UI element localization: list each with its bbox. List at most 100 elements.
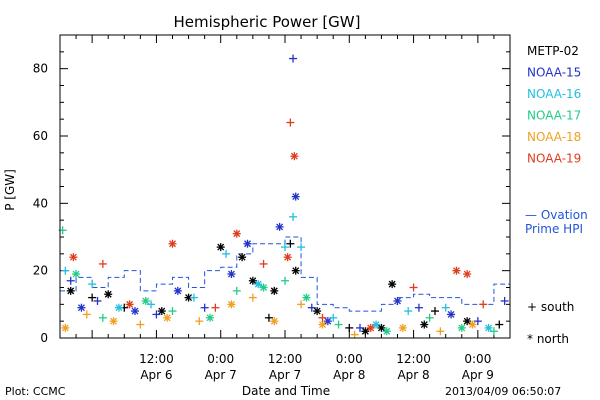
south-point-noaa-17 <box>98 313 107 322</box>
south-point-noaa-18 <box>436 327 445 336</box>
south-point-noaa-17 <box>281 276 289 285</box>
south-point-noaa-18 <box>297 300 306 309</box>
north-point-noaa-15 <box>393 296 402 305</box>
symbol-key-south: + south <box>527 300 574 314</box>
x-tick-date: Apr 7 <box>205 368 237 382</box>
ovation-label-line2: Prime HPI <box>525 222 583 236</box>
y-tick-label: 80 <box>33 62 48 76</box>
x-tick-label: 0:00 <box>336 352 363 366</box>
north-point-metp-02 <box>313 307 322 316</box>
north-point-metp-02 <box>66 286 75 295</box>
x-tick-label: 12:00 <box>396 352 431 366</box>
south-point-metp-02 <box>88 293 97 302</box>
x-tick-label: 12:00 <box>139 352 174 366</box>
south-point-noaa-18 <box>136 320 145 329</box>
legend: METP-02 NOAA-15 NOAA-16 NOAA-17 NOAA-18 NOAA-… <box>527 44 581 166</box>
south-point-noaa-19 <box>98 259 107 268</box>
north-point-noaa-19 <box>125 300 134 309</box>
north-point-noaa-15 <box>243 239 252 248</box>
north-point-metp-02 <box>248 276 257 285</box>
south-point-metp-02 <box>286 239 295 248</box>
north-point-noaa-17 <box>302 293 311 302</box>
south-point-metp-02 <box>345 323 354 332</box>
legend-item: NOAA-17 <box>527 109 581 123</box>
legend-item: NOAA-16 <box>527 87 581 101</box>
plot-timestamp: 2013/04/09 06:50:07 <box>445 385 561 398</box>
x-tick-date: Apr 8 <box>397 368 429 382</box>
south-point-noaa-19 <box>479 300 488 309</box>
south-point-noaa-18 <box>82 310 91 319</box>
north-point-noaa-16 <box>114 303 123 312</box>
south-point-noaa-19 <box>211 303 220 312</box>
north-point-noaa-19 <box>290 152 299 161</box>
north-point-noaa-15 <box>447 310 456 319</box>
south-point-noaa-15 <box>93 296 102 305</box>
south-point-noaa-17 <box>334 320 343 329</box>
y-tick-label: 60 <box>33 129 48 143</box>
legend-item: METP-02 <box>527 44 579 58</box>
south-point-noaa-15 <box>414 303 423 312</box>
south-point-noaa-15 <box>200 303 209 312</box>
south-point-noaa-15 <box>473 317 482 326</box>
north-point-noaa-15 <box>275 222 284 231</box>
plot-credit: Plot: CCMC <box>5 385 66 398</box>
ovation-label-line1: — Ovation <box>525 208 588 222</box>
south-point-noaa-19 <box>409 283 418 292</box>
north-point-metp-02 <box>270 286 279 295</box>
south-point-noaa-16 <box>61 266 70 275</box>
north-point-noaa-19 <box>232 229 241 238</box>
north-point-noaa-16 <box>484 323 493 332</box>
south-point-noaa-18 <box>350 330 359 339</box>
north-point-noaa-16 <box>372 320 381 329</box>
x-tick-label: 12:00 <box>268 352 303 366</box>
north-point-noaa-18 <box>61 323 70 332</box>
north-point-metp-02 <box>216 243 225 252</box>
south-point-noaa-17 <box>168 307 177 316</box>
north-point-noaa-18 <box>227 300 236 309</box>
south-point-noaa-15 <box>152 310 161 319</box>
legend-item: NOAA-18 <box>527 130 581 144</box>
x-tick-date: Apr 7 <box>269 368 301 382</box>
legend-item: NOAA-15 <box>527 66 581 80</box>
south-point-noaa-17 <box>232 286 241 295</box>
south-point-noaa-16 <box>441 303 450 312</box>
south-point-noaa-16 <box>189 293 198 302</box>
north-point-noaa-18 <box>270 317 279 326</box>
south-point-metp-02 <box>264 313 273 322</box>
x-tick-date: Apr 9 <box>462 368 494 382</box>
north-point-noaa-17 <box>72 270 81 279</box>
north-point-noaa-17 <box>382 327 391 336</box>
north-point-noaa-19 <box>452 266 461 275</box>
data-points <box>58 54 509 339</box>
south-point-noaa-18 <box>248 293 257 302</box>
north-point-metp-02 <box>361 327 370 336</box>
north-point-noaa-15 <box>131 307 139 316</box>
north-point-noaa-19 <box>283 253 292 262</box>
north-point-noaa-19 <box>463 270 472 279</box>
north-point-noaa-19 <box>168 239 177 248</box>
south-point-noaa-19 <box>318 313 327 322</box>
north-point-noaa-17 <box>457 323 466 332</box>
north-point-noaa-17 <box>141 296 150 305</box>
y-axis-label: P [GW] <box>3 169 17 211</box>
y-tick-label: 40 <box>33 196 48 210</box>
x-tick-label: 0:00 <box>207 352 234 366</box>
symbol-key-north: * north <box>527 332 569 346</box>
north-point-metp-02 <box>463 317 472 326</box>
y-tick-label: 20 <box>33 264 48 278</box>
north-point-noaa-18 <box>163 313 172 322</box>
south-point-metp-02 <box>431 307 439 316</box>
x-tick-date: Apr 6 <box>140 368 172 382</box>
north-point-noaa-18 <box>109 317 118 326</box>
x-tick-label: 0:00 <box>464 352 491 366</box>
north-point-noaa-15 <box>323 317 332 326</box>
south-point-noaa-16 <box>329 313 338 322</box>
south-point-noaa-19 <box>286 118 295 127</box>
south-point-noaa-15 <box>356 323 364 332</box>
north-point-metp-02 <box>377 323 386 332</box>
x-axis: 12:00 Apr 6 0:00 Apr 7 12:00 Apr 7 0:00 Apr 8 12… <box>59 35 511 382</box>
south-point-noaa-17 <box>489 327 498 336</box>
north-point-noaa-15 <box>291 192 300 201</box>
south-point-noaa-16 <box>281 243 289 252</box>
